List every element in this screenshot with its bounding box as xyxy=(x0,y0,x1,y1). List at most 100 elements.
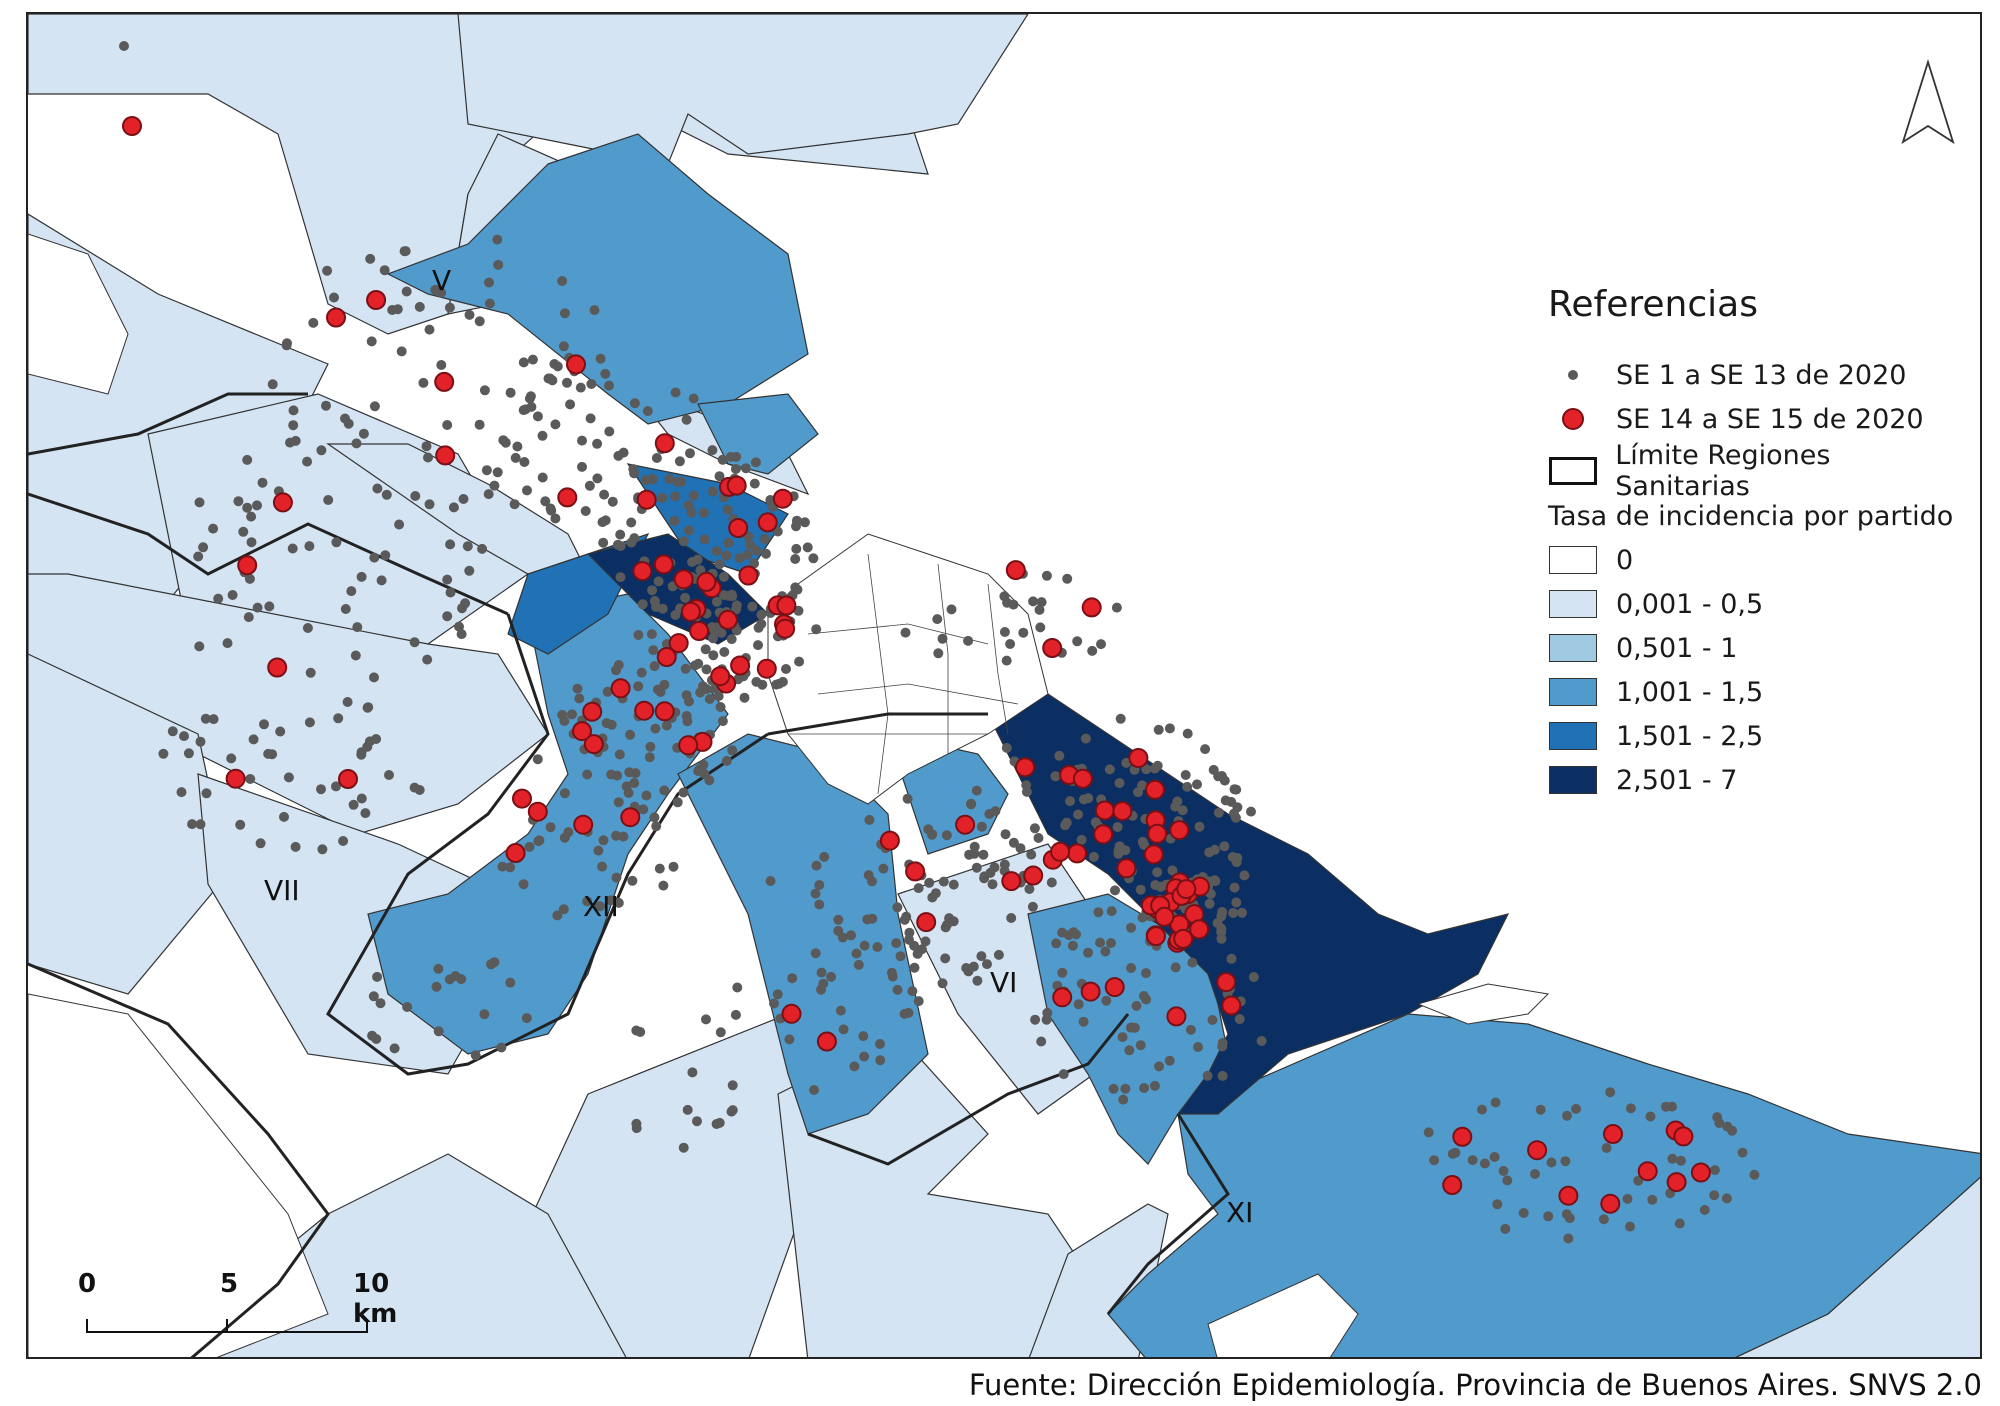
case-point-early xyxy=(342,697,353,707)
case-point-early xyxy=(1008,599,1019,610)
case-point-early xyxy=(772,526,783,537)
case-point-early xyxy=(1072,636,1083,647)
case-point-late xyxy=(726,475,747,496)
case-point-early xyxy=(1561,1209,1572,1220)
case-point-early xyxy=(509,499,520,510)
legend-title: Referencias xyxy=(1548,284,1758,325)
case-point-early xyxy=(938,876,949,887)
case-point-early xyxy=(524,841,535,852)
case-point-early xyxy=(200,713,211,724)
case-point-early xyxy=(808,553,819,564)
case-point-early xyxy=(598,835,609,846)
case-point-early xyxy=(972,975,983,986)
case-point-early xyxy=(1676,1155,1686,1166)
case-point-early xyxy=(1228,908,1239,918)
case-point-early xyxy=(984,809,995,819)
case-point-early xyxy=(340,604,351,614)
case-point-late xyxy=(678,735,699,756)
case-point-late xyxy=(610,678,631,699)
case-point-early xyxy=(681,414,692,425)
case-point-early xyxy=(1423,1127,1434,1138)
region-label-xii: XII xyxy=(583,890,619,923)
case-point-early xyxy=(730,464,741,474)
case-point-late xyxy=(1015,757,1036,778)
case-point-early xyxy=(574,693,585,704)
case-point-early xyxy=(761,548,771,559)
scale-label-0: 0 xyxy=(78,1269,97,1299)
case-point-early xyxy=(1498,1165,1509,1176)
case-point-early xyxy=(714,1117,725,1128)
case-point-early xyxy=(176,787,187,798)
case-point-early xyxy=(661,720,672,731)
case-point-early xyxy=(723,537,734,548)
case-point-early xyxy=(937,633,948,644)
case-point-early xyxy=(672,797,683,808)
case-point-early xyxy=(756,609,767,620)
case-point-late xyxy=(237,555,258,576)
case-point-early xyxy=(989,862,1000,873)
case-point-early xyxy=(1018,627,1029,638)
case-point-early xyxy=(119,41,129,51)
case-point-early xyxy=(1087,645,1098,656)
case-point-early xyxy=(790,554,801,564)
case-point-early xyxy=(1063,930,1074,941)
case-point-late xyxy=(1600,1193,1621,1214)
case-point-early xyxy=(462,541,473,552)
case-point-late xyxy=(879,830,900,851)
case-point-early xyxy=(771,679,782,690)
case-point-early xyxy=(582,769,593,780)
case-point-late xyxy=(1052,987,1073,1008)
case-point-early xyxy=(730,1009,741,1020)
case-point-late xyxy=(955,814,976,835)
case-point-early xyxy=(1106,906,1117,917)
case-point-early xyxy=(851,948,862,959)
case-point-late xyxy=(512,788,532,809)
legend-row-rate-class: 0 xyxy=(1548,538,1968,582)
case-point-early xyxy=(456,629,467,640)
case-point-early xyxy=(1033,833,1044,843)
case-point-early xyxy=(1229,882,1240,893)
case-point-early xyxy=(1054,750,1065,761)
case-point-late xyxy=(267,657,288,678)
case-point-early xyxy=(369,672,379,683)
case-point-late xyxy=(1637,1161,1658,1182)
case-point-early xyxy=(715,1027,726,1038)
case-point-early xyxy=(442,574,453,585)
case-point-early xyxy=(1200,744,1211,755)
legend-label-rate: 2,501 - 7 xyxy=(1616,764,1738,796)
case-point-early xyxy=(669,516,680,526)
case-point-late xyxy=(1189,919,1210,940)
case-point-early xyxy=(1530,1169,1540,1179)
rate-swatch xyxy=(1549,678,1597,706)
map-canvas xyxy=(28,14,1980,1357)
case-point-early xyxy=(969,848,980,859)
case-point-early xyxy=(811,624,822,635)
case-point-late xyxy=(572,721,592,742)
case-point-early xyxy=(740,463,751,474)
case-point-early xyxy=(562,377,572,388)
case-point-early xyxy=(613,897,624,908)
scale-label-10: 10 km xyxy=(353,1269,398,1329)
case-point-late xyxy=(122,116,142,136)
case-point-early xyxy=(167,726,178,737)
case-point-early xyxy=(1248,972,1259,982)
case-point-early xyxy=(431,981,442,992)
case-point-early xyxy=(1231,857,1242,868)
case-point-early xyxy=(895,951,906,962)
case-point-early xyxy=(559,788,570,799)
case-point-early xyxy=(978,849,989,860)
case-point-late xyxy=(1442,1175,1463,1195)
case-point-early xyxy=(727,1080,738,1091)
case-point-early xyxy=(700,644,711,655)
case-point-early xyxy=(410,491,421,501)
case-point-late xyxy=(1067,843,1088,864)
partido-la-plata xyxy=(1107,1013,1980,1357)
case-point-early xyxy=(1234,1014,1245,1025)
case-point-early xyxy=(734,553,745,563)
case-point-early xyxy=(444,974,455,985)
case-point-early xyxy=(423,452,433,463)
case-point-early xyxy=(593,845,604,856)
case-point-early xyxy=(605,895,616,906)
case-point-early xyxy=(183,748,194,759)
case-point-early xyxy=(195,819,206,830)
